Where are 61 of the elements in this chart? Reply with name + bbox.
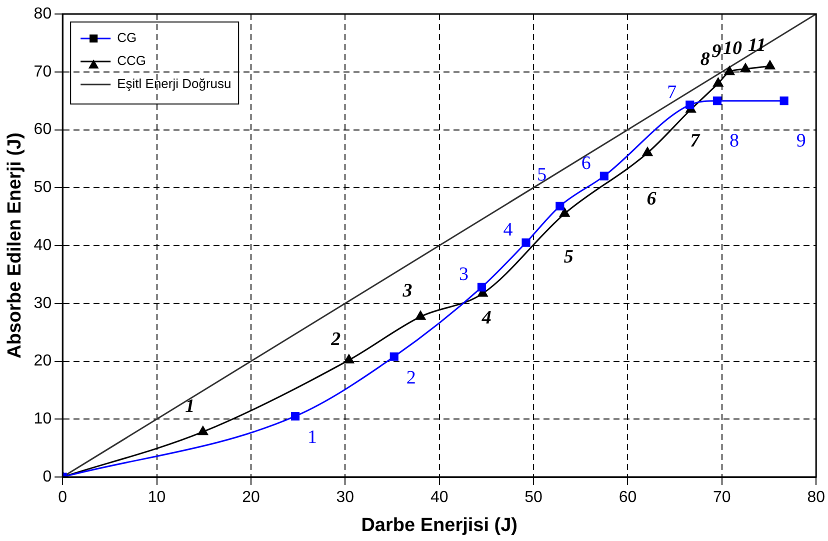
y-tick-label: 30 — [34, 294, 52, 312]
annotation: 6 — [646, 188, 657, 210]
annotation: 2 — [406, 368, 416, 389]
annotation: 3 — [402, 280, 412, 302]
annotation: 4 — [480, 307, 492, 328]
annotation: 9 — [796, 130, 806, 152]
x-tick-label: 80 — [807, 489, 826, 506]
annotation: 2 — [330, 329, 342, 350]
y-axis-title: Absorbe Edilen Enerji (J) — [4, 132, 26, 358]
legend-label: Eşitl Enerji Doğrusu — [117, 76, 232, 92]
y-tick-label: 50 — [34, 179, 52, 196]
x-tick-label: 0 — [58, 489, 68, 506]
point — [390, 352, 398, 361]
point — [764, 60, 776, 70]
x-tick-label: 20 — [242, 489, 260, 506]
annotation: 1 — [185, 396, 195, 418]
point — [522, 238, 530, 247]
annotation: 5 — [537, 164, 547, 186]
point — [477, 282, 486, 292]
y-tick-label: 60 — [34, 121, 52, 138]
point — [560, 208, 570, 217]
point — [724, 66, 735, 76]
x-axis-title: Darbe Enerjisi (J) — [361, 514, 518, 536]
annotation: 8 — [700, 48, 710, 70]
point — [686, 100, 694, 110]
point — [713, 78, 724, 87]
annotation: 9 — [712, 40, 722, 62]
point — [600, 172, 608, 180]
y-tick-label: 80 — [34, 5, 52, 22]
y-tick-label: 40 — [34, 236, 52, 254]
point — [344, 354, 354, 364]
x-tick-label: 70 — [713, 489, 731, 506]
y-tick-label: 70 — [34, 63, 52, 80]
x-tick-label: 60 — [618, 489, 637, 506]
point — [415, 310, 426, 320]
x-tick-label: 40 — [430, 489, 448, 506]
legend-label: CCG — [117, 53, 146, 68]
annotation: 7 — [667, 82, 677, 103]
x-tick-label: 50 — [524, 489, 543, 506]
x-tick-label: 10 — [148, 489, 166, 506]
annotation: 5 — [564, 246, 574, 268]
annotation: 10 — [722, 38, 742, 59]
point — [740, 63, 751, 72]
point — [290, 412, 300, 421]
annotation: 4 — [503, 220, 514, 241]
point — [198, 426, 208, 436]
annotation: 11 — [748, 34, 766, 56]
annotation: 7 — [690, 130, 702, 152]
y-tick-label: 20 — [34, 352, 52, 370]
x-tick-label: 30 — [336, 489, 354, 506]
annotation: 3 — [458, 264, 468, 286]
point — [780, 96, 788, 106]
legend-label: CG — [117, 30, 137, 46]
y-tick-label: 0 — [42, 468, 52, 486]
annotation: 6 — [581, 153, 591, 174]
annotation: 1 — [307, 427, 317, 448]
annotation: 8 — [729, 130, 739, 152]
point — [556, 202, 564, 210]
y-tick-label: 10 — [34, 410, 52, 428]
point — [642, 147, 653, 156]
point — [712, 96, 722, 106]
